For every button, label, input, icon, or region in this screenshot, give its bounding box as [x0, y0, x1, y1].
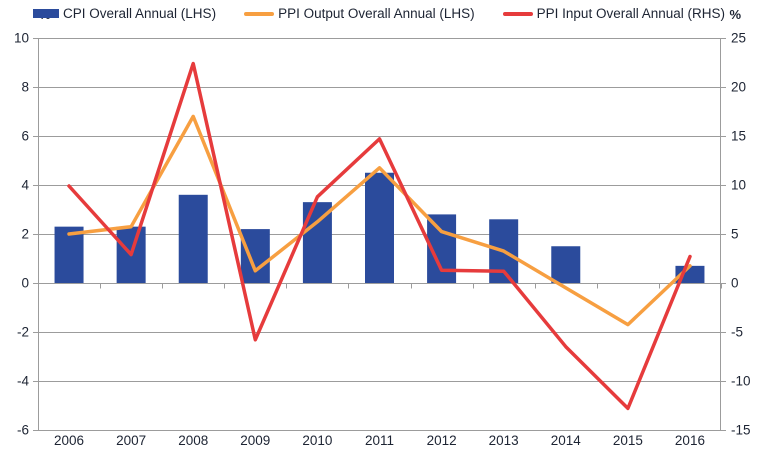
- cpi-bar-swatch-icon: [33, 9, 59, 18]
- legend: % CPI Overall Annual (LHS) PPI Output Ov…: [0, 4, 758, 28]
- y-right-tick-label: 25: [731, 31, 746, 46]
- legend-label-ppi-output: PPI Output Overall Annual (LHS): [278, 6, 475, 21]
- x-tick-label: 2010: [302, 433, 332, 448]
- x-tick-label: 2006: [54, 433, 84, 448]
- x-tick-label: 2012: [427, 433, 457, 448]
- y-right-tick-label: 15: [731, 129, 746, 144]
- cpi-bar: [178, 194, 208, 283]
- legend-label-ppi-input: PPI Input Overall Annual (RHS): [536, 6, 725, 21]
- x-tick-label: 2008: [178, 433, 208, 448]
- y-right-tick-label: 5: [731, 227, 739, 242]
- y-right-tick-label: 10: [731, 178, 746, 193]
- y-left-tick-label: -4: [17, 374, 29, 389]
- ppi-input-line: [67, 61, 692, 411]
- legend-label-cpi: CPI Overall Annual (LHS): [63, 6, 217, 21]
- y-right-tick-label: 0: [731, 276, 739, 291]
- y-right-tick-label: -15: [731, 423, 751, 438]
- y-left-tick-label: 2: [21, 227, 29, 242]
- legend-items: CPI Overall Annual (LHS) PPI Output Over…: [0, 6, 758, 21]
- cpi-bar: [240, 229, 270, 283]
- y-left-tick-label: 0: [21, 276, 29, 291]
- x-tick-label: 2015: [613, 433, 643, 448]
- legend-item-cpi: CPI Overall Annual (LHS): [33, 6, 216, 21]
- ppi-output-line-swatch-icon: [244, 11, 275, 16]
- y-left-tick-label: 6: [21, 129, 29, 144]
- cpi-bar: [365, 172, 394, 283]
- y-left-tick-label: -6: [17, 423, 29, 438]
- cpi-bar: [54, 226, 84, 283]
- ppi-input-line-swatch-icon: [502, 11, 533, 16]
- ppi-output-line: [67, 114, 692, 327]
- right-axis-unit-label: %: [729, 7, 741, 22]
- x-tick-label: 2014: [551, 433, 582, 448]
- cpi-bar: [551, 246, 581, 283]
- x-tick-label: 2009: [240, 433, 270, 448]
- x-tick-label: 2007: [116, 433, 146, 448]
- y-left-tick-label: 10: [14, 31, 29, 46]
- legend-item-ppi-output: PPI Output Overall Annual (LHS): [244, 6, 475, 21]
- y-left-tick-label: 8: [21, 80, 29, 95]
- x-tick-label: 2013: [489, 433, 519, 448]
- y-left-tick-label: -2: [17, 325, 29, 340]
- x-tick-label: 2016: [675, 433, 705, 448]
- x-tick-label: 2011: [365, 433, 394, 448]
- legend-item-ppi-input: PPI Input Overall Annual (RHS): [502, 6, 725, 21]
- y-right-tick-label: -5: [731, 325, 743, 340]
- y-right-tick-label: -10: [731, 374, 751, 389]
- y-right-tick-label: 20: [731, 80, 746, 95]
- y-left-tick-label: 4: [21, 178, 29, 193]
